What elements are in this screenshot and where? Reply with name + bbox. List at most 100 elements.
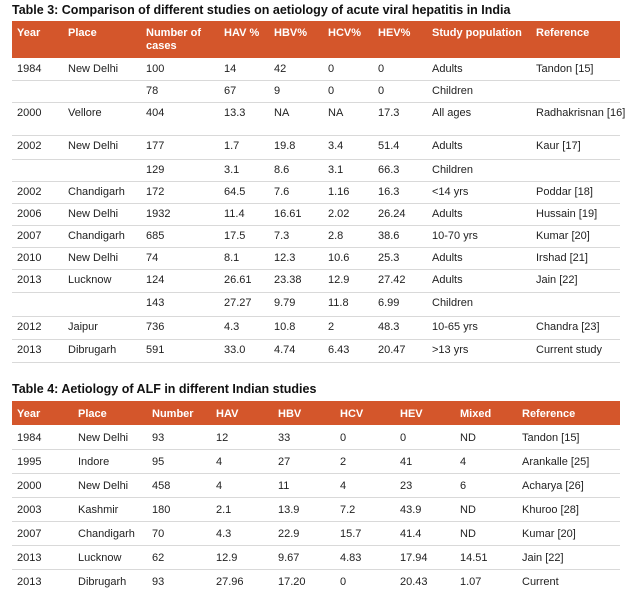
table-cell: Chandigarh <box>68 186 125 198</box>
table-cell: 0 <box>400 432 407 444</box>
table-cell: 12.9 <box>216 552 238 564</box>
table-cell: 172 <box>146 186 165 198</box>
table-cell: 6 <box>460 480 467 492</box>
table-cell: 2003 <box>17 504 42 516</box>
table-cell: Adults <box>432 252 463 264</box>
table-cell: Kashmir <box>78 504 119 516</box>
table-row: 2013 Dibrugarh 591 33.0 4.74 6.43 20.47 >13 yrs… <box>12 339 620 363</box>
table-cell: 177 <box>146 140 165 152</box>
table-cell: 41.4 <box>400 528 422 540</box>
table-cell: 4.3 <box>216 528 232 540</box>
table-cell: 17.5 <box>224 230 246 242</box>
t4-header-place: Place <box>78 408 107 420</box>
table-cell: Kaur [17] <box>536 140 581 152</box>
table-row: 2007 Chandigarh 70 4.3 22.9 15.7 41.4 ND Kumar [… <box>12 521 620 546</box>
table-row: 2000 Vellore 404 13.3 NA NA 17.3 All ages Radhak… <box>12 102 625 136</box>
table-cell: 12.9 <box>328 274 350 286</box>
table-cell: 48.3 <box>378 321 400 333</box>
table-cell: Jaipur <box>68 321 98 333</box>
table-cell: 23.38 <box>274 274 302 286</box>
table-cell: 41 <box>400 456 413 468</box>
table-row: 2013 Lucknow 62 12.9 9.67 4.83 17.94 14.51 Jain … <box>12 545 620 570</box>
table-cell: <14 yrs <box>432 186 469 198</box>
table-row: 2006 New Delhi 1932 11.4 16.61 2.02 26.24 Adult… <box>12 203 620 226</box>
table-cell: Jain [22] <box>536 274 578 286</box>
table-cell: Current study <box>536 344 603 356</box>
table-cell: >13 yrs <box>432 344 469 356</box>
table-cell: 143 <box>146 297 165 309</box>
table-cell: 0 <box>378 85 385 97</box>
table-cell: 4.74 <box>274 344 296 356</box>
table-row: 2013 Dibrugarh 93 27.96 17.20 0 20.43 1.07 Curre… <box>12 569 620 593</box>
table-cell: 4.3 <box>224 321 240 333</box>
table-cell: 1.07 <box>460 576 482 588</box>
table-cell: 4.83 <box>340 552 362 564</box>
table-cell: 67 <box>224 85 237 97</box>
table4-caption: Table 4: Aetiology of ALF in different I… <box>12 382 317 396</box>
table-cell: 42 <box>274 63 287 75</box>
table-cell: 6.99 <box>378 297 400 309</box>
table-cell: 2.8 <box>328 230 344 242</box>
table-cell: New Delhi <box>78 480 129 492</box>
t4-header-year: Year <box>17 408 41 420</box>
table-cell: 3.4 <box>328 140 344 152</box>
table-row: 2007 Chandigarh 685 17.5 7.3 2.8 38.6 10-70 yrs… <box>12 225 620 248</box>
t4-header-number: Number <box>152 408 194 420</box>
table-cell: 25.3 <box>378 252 400 264</box>
table-row: 2013 Lucknow 124 26.61 23.38 12.9 27.42 Adults J… <box>12 269 620 293</box>
t3-header-hav: HAV % <box>224 27 260 39</box>
table-cell: 12 <box>216 432 229 444</box>
t3-header-hev: HEV% <box>378 27 411 39</box>
table-cell: 13.3 <box>224 107 246 119</box>
table-cell: 2.02 <box>328 208 350 220</box>
table-cell: Children <box>432 297 473 309</box>
table-cell: 27 <box>278 456 291 468</box>
table-cell: 2000 <box>17 107 42 119</box>
table-row: 2010 New Delhi 74 8.1 12.3 10.6 25.3 Adults Irsh… <box>12 247 620 270</box>
table-cell: 4 <box>340 480 347 492</box>
table-cell: Acharya [26] <box>522 480 584 492</box>
table-cell: Kumar [20] <box>522 528 576 540</box>
table-row: 2003 Kashmir 180 2.1 13.9 7.2 43.9 ND Khuroo [28… <box>12 497 620 522</box>
table-row: 129 3.1 8.6 3.1 66.3 Children <box>12 159 620 182</box>
table-cell: 74 <box>146 252 159 264</box>
table-cell: 43.9 <box>400 504 422 516</box>
table-cell: 13.9 <box>278 504 300 516</box>
table-cell: 2012 <box>17 321 42 333</box>
table-cell: 26.24 <box>378 208 406 220</box>
table-cell: ND <box>460 432 476 444</box>
table-cell: 1.16 <box>328 186 350 198</box>
table-cell: 1984 <box>17 432 42 444</box>
table-cell: 22.9 <box>278 528 300 540</box>
table-cell: 19.8 <box>274 140 296 152</box>
table-cell: 0 <box>378 63 385 75</box>
table-cell: 2000 <box>17 480 42 492</box>
table-cell: Current <box>522 576 559 588</box>
table-cell: 4 <box>216 480 223 492</box>
table-cell: 458 <box>152 480 171 492</box>
table-cell: Chandigarh <box>68 230 125 242</box>
table-cell: Children <box>432 85 473 97</box>
table-row: 1995 Indore 95 4 27 2 41 4 Arankalle [25] <box>12 449 620 474</box>
table-cell: 10.8 <box>274 321 296 333</box>
table-cell: 404 <box>146 107 165 119</box>
table-cell: Adults <box>432 274 463 286</box>
table-cell: 3.1 <box>224 164 240 176</box>
table-cell: 11 <box>278 480 290 492</box>
table3-caption: Table 3: Comparison of different studies… <box>12 3 511 17</box>
table-cell: 4 <box>460 456 467 468</box>
t3-header-number-line2: cases <box>146 40 177 52</box>
table-cell: 33.0 <box>224 344 246 356</box>
table-cell: New Delhi <box>68 63 119 75</box>
table-cell: 23 <box>400 480 413 492</box>
table3-header: Year Place Number of cases HAV % HBV% HC… <box>12 21 620 58</box>
table-cell: Khuroo [28] <box>522 504 579 516</box>
table-row: 143 27.27 9.79 11.8 6.99 Children <box>12 292 620 317</box>
table-cell: Children <box>432 164 473 176</box>
table-cell: 1984 <box>17 63 42 75</box>
table-cell: New Delhi <box>68 252 119 264</box>
table-cell: 12.3 <box>274 252 296 264</box>
table-cell: 1.7 <box>224 140 240 152</box>
table-cell: All ages <box>432 107 472 119</box>
table-cell: Lucknow <box>78 552 122 564</box>
